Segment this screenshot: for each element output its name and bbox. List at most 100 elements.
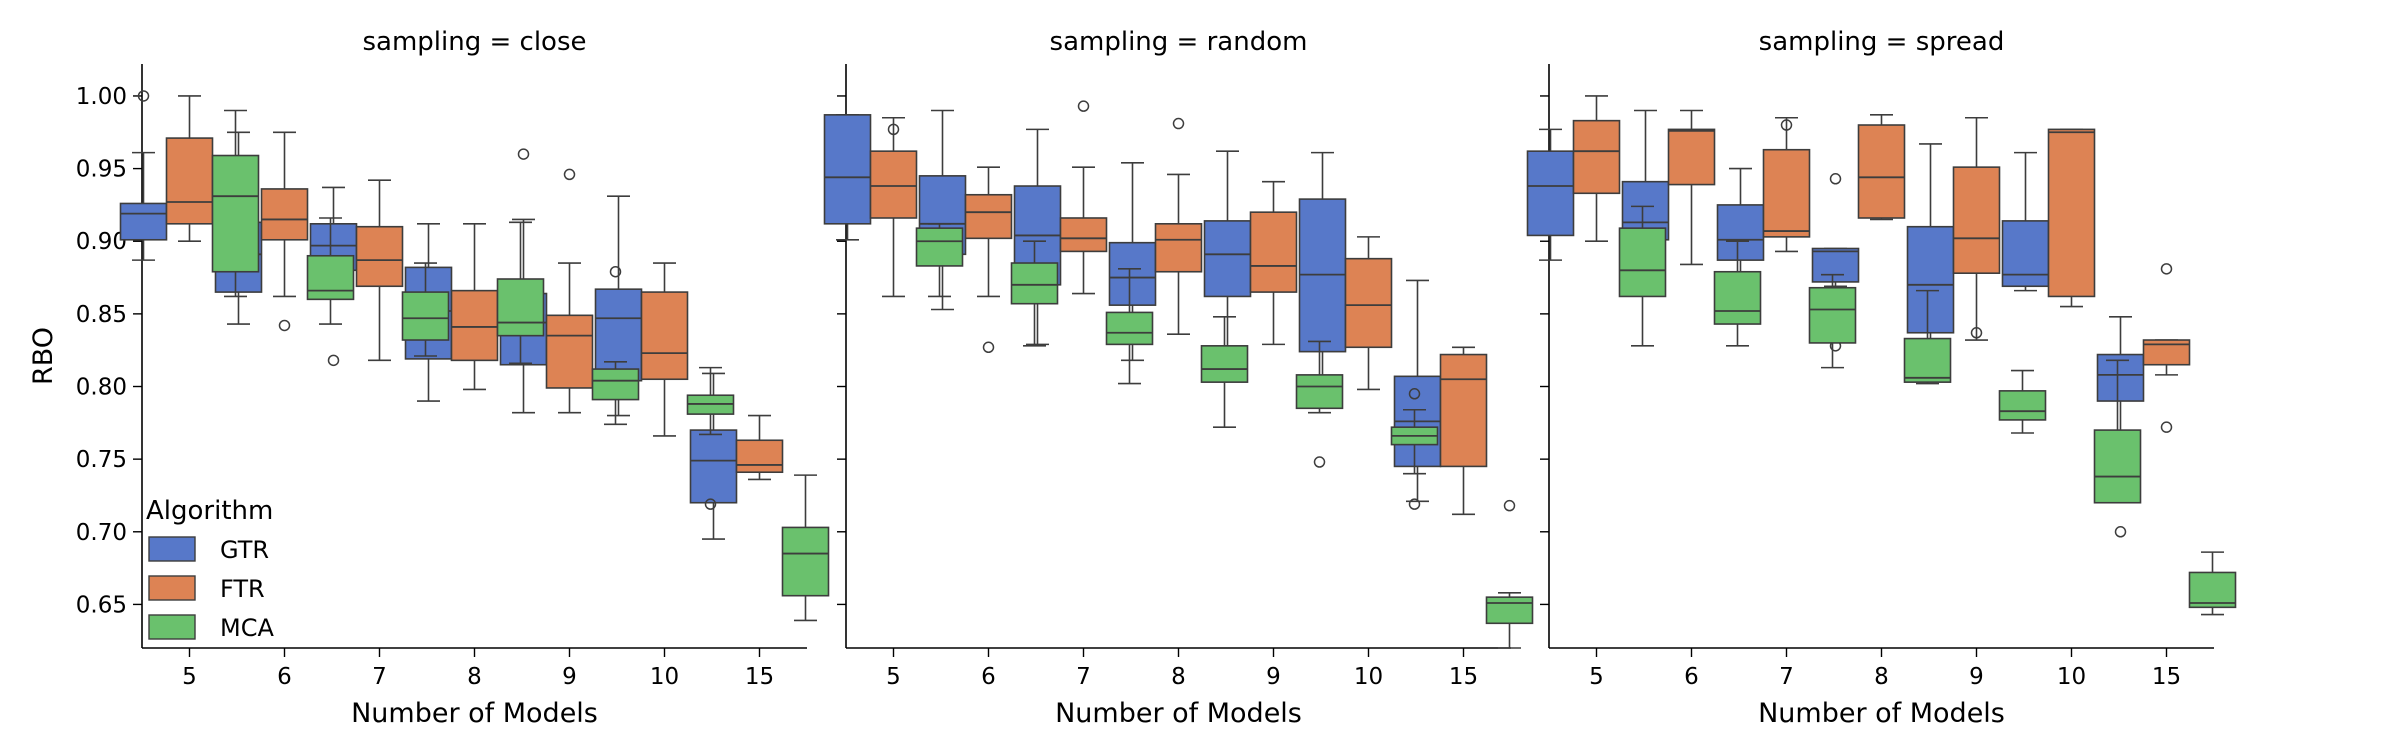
box-mca [2093,359,2142,504]
x-tick-label: 10 [1354,664,1383,690]
x-tick-label: 9 [1969,664,1984,690]
box-iqr [1154,223,1203,273]
x-axis-label: Number of Models [351,698,598,729]
outlier-point [887,123,900,136]
box-iqr [1105,311,1154,346]
box-iqr [165,137,214,225]
y-tick-label: 0.65 [76,592,127,618]
outlier-point [517,148,530,160]
box-iqr [1344,257,1393,349]
outlier-point [1408,498,1421,510]
outlier-point [1780,119,1793,131]
outlier-point [1408,388,1421,400]
x-axis-label: Number of Models [1055,698,1302,729]
box-gtr [689,372,738,540]
legend-label-ftr: FTR [220,575,265,603]
outlier-point [1313,456,1326,468]
outlier-point [1077,100,1090,112]
box-iqr [260,188,309,241]
box-ftr [964,166,1013,354]
box-gtr [1526,128,1575,261]
x-tick-label: 6 [981,664,996,690]
x-tick-label: 8 [1874,664,1889,690]
x-tick-label: 5 [1589,664,1604,690]
outlier-point [2114,526,2127,538]
box-iqr [1108,241,1157,306]
box-mca [1998,369,2047,434]
outlier-point [982,341,995,354]
box-iqr [781,526,830,597]
outlier-point [609,265,622,278]
box-gtr [1906,143,1955,369]
box-iqr [211,154,260,273]
box-iqr [306,254,355,301]
box-iqr [689,429,738,504]
x-tick-label: 5 [182,664,197,690]
outlier-point [137,90,150,102]
box-ftr [1667,109,1716,266]
box-iqr [1667,128,1716,186]
box-ftr [2142,263,2191,433]
box-iqr [1906,225,1955,334]
x-tick-label: 7 [1076,664,1091,690]
box-gtr [1393,279,1442,503]
box-mca [306,217,355,325]
box-ftr [1154,117,1203,336]
box-mca [2188,551,2237,616]
outlier-point [2160,263,2173,275]
box-iqr [496,278,545,337]
box-iqr [869,150,918,219]
box-iqr [735,439,784,474]
box-gtr [918,109,967,311]
box-mca [211,109,260,298]
box-mca [1485,499,1534,649]
box-iqr [1716,204,1765,261]
box-iqr [2001,220,2050,288]
box-mca [1903,289,1952,385]
x-tick-label: 10 [650,664,679,690]
panel-1: sampling = close 0.65 0.70 0.75 0.80 0.85 0.90… [76,27,830,729]
legend-label-mca: MCA [220,614,274,642]
y-tick-label: 0.70 [76,520,127,546]
legend-swatch-gtr [148,536,196,562]
box-iqr [1952,166,2001,274]
box-iqr [1439,353,1488,468]
box-mca [1618,205,1667,347]
box-iqr [915,227,964,267]
x-tick-label: 15 [745,664,774,690]
outlier-point [278,319,291,332]
box-iqr [594,288,643,382]
box-gtr [1203,150,1252,365]
box-gtr [1298,151,1347,399]
box-ftr [640,262,689,437]
box-ftr [1762,116,1811,253]
box-ftr [260,131,309,332]
outlier-point [1829,173,1842,185]
box-mca [1808,273,1857,369]
box-mca [1010,240,1059,347]
box-ftr [545,168,594,414]
box-gtr [2001,151,2050,292]
x-tick-label: 9 [562,664,577,690]
panel-3: sampling = spread 5 6 7 8 9 10 15 Number of Mode… [1526,27,2237,729]
box-iqr [1059,217,1108,253]
box-gtr [2096,315,2145,538]
outlier-point [704,498,717,510]
box-iqr [2096,353,2145,402]
box-iqr [1200,345,1249,383]
y-axis-label: RBO [28,327,59,385]
box-iqr [450,289,499,362]
box-iqr [1526,150,1575,237]
outlier-point [1172,117,1185,130]
box-iqr [545,314,594,389]
box-iqr [119,202,168,241]
legend-swatch-mca [148,614,196,640]
box-ftr [1439,346,1488,516]
box-mca [915,223,964,298]
box-ftr [450,223,499,391]
box-iqr [823,114,872,225]
box-mca [1105,268,1154,385]
x-axis-label: Number of Models [1758,698,2005,729]
legend-title: Algorithm [146,496,273,526]
box-gtr [1108,161,1157,362]
